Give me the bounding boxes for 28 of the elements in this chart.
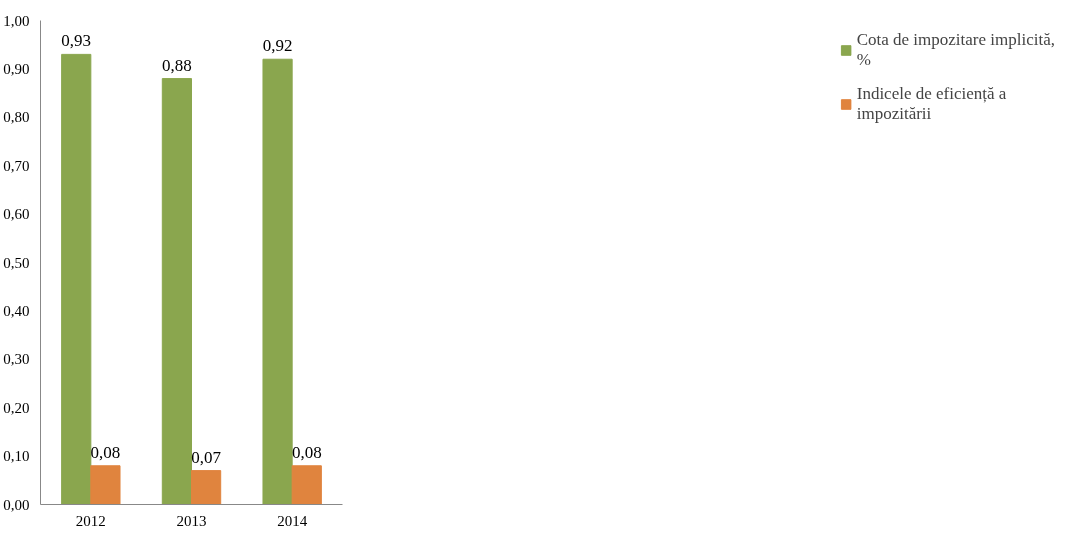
y-tick-label: 0,60 bbox=[3, 206, 30, 223]
x-tick-label: 2014 bbox=[277, 512, 308, 529]
data-label: 0,88 bbox=[162, 55, 192, 75]
x-tick-label: 2013 bbox=[176, 512, 207, 529]
data-label: 0,92 bbox=[262, 36, 293, 56]
bar bbox=[191, 470, 222, 505]
bar bbox=[291, 465, 322, 505]
legend-label: Cota de impozitare implicită, % bbox=[856, 30, 1055, 70]
data-label: 0,08 bbox=[90, 442, 121, 462]
data-label: 0,93 bbox=[61, 31, 92, 51]
data-label: 0,08 bbox=[291, 442, 322, 462]
y-tick-label: 0,10 bbox=[3, 448, 30, 465]
y-tick-label: 0,80 bbox=[3, 109, 30, 126]
data-label: 0,07 bbox=[191, 447, 222, 467]
y-tick-label: 0,20 bbox=[3, 399, 30, 416]
bar bbox=[90, 465, 121, 505]
bar bbox=[61, 53, 92, 505]
y-tick-label: 0,40 bbox=[3, 302, 30, 319]
y-tick-label: 0,70 bbox=[3, 157, 30, 174]
legend-label: Indicele de eficiență a impozitării bbox=[856, 84, 1007, 124]
bar bbox=[161, 78, 192, 505]
y-tick-label: 0,30 bbox=[3, 351, 30, 368]
y-tick-label: 0,00 bbox=[3, 496, 30, 513]
x-tick-label: 2012 bbox=[75, 512, 106, 529]
y-tick-label: 0,50 bbox=[3, 254, 30, 271]
y-tick-label: 1,00 bbox=[3, 12, 30, 29]
y-tick-label: 0,90 bbox=[3, 60, 30, 77]
bar bbox=[262, 58, 293, 505]
